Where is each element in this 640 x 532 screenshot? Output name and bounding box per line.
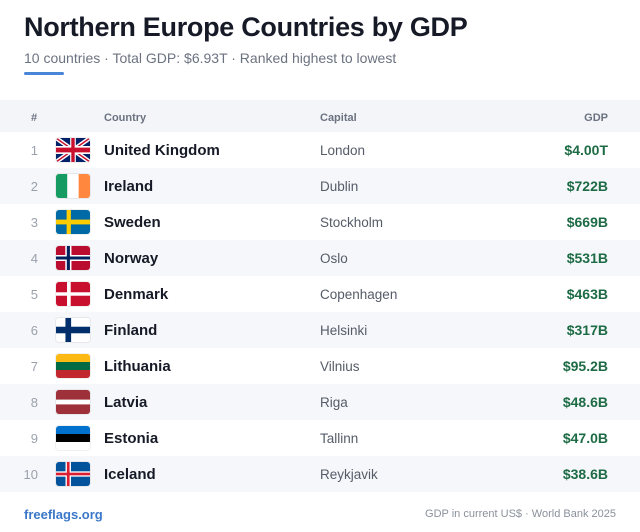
row-rank: 4 (30, 251, 38, 266)
table-row: 7 Lithuania Vilnius $95.2B (0, 348, 640, 384)
gdp-table: # Country Capital GDP 1 United Kingdom L… (0, 100, 640, 492)
row-gdp: $722B (566, 178, 608, 194)
table-row: 6 Finland Helsinki $317B (0, 312, 640, 348)
row-rank: 6 (30, 323, 38, 338)
row-rank: 5 (30, 287, 38, 302)
row-gdp: $38.6B (562, 466, 608, 482)
row-rank: 9 (30, 431, 38, 446)
row-country: United Kingdom (104, 142, 220, 159)
table-row: 2 Ireland Dublin $722B (0, 168, 640, 204)
row-rank: 3 (30, 215, 38, 230)
row-capital: Vilnius (320, 359, 360, 374)
table-row: 3 Sweden Stockholm $669B (0, 204, 640, 240)
sweden-flag-icon (56, 210, 90, 234)
row-rank: 8 (30, 395, 38, 410)
ireland-flag-icon (56, 174, 90, 198)
table-row: 10 Iceland Reykjavik $38.6B (0, 456, 640, 492)
table-row: 4 Norway Oslo $531B (0, 240, 640, 276)
row-country: Estonia (104, 430, 159, 447)
row-gdp: $95.2B (562, 358, 608, 374)
row-capital: Copenhagen (320, 287, 398, 302)
row-capital: Oslo (320, 251, 348, 266)
page-title: Northern Europe Countries by GDP (24, 12, 468, 42)
row-capital: Riga (320, 395, 348, 410)
header-capital: Capital (320, 112, 357, 124)
row-capital: Dublin (320, 179, 359, 194)
row-country: Ireland (104, 178, 154, 195)
table-header: # Country Capital GDP (0, 100, 640, 132)
table-row: 1 United Kingdom London $4.00T (0, 132, 640, 168)
denmark-flag-icon (56, 282, 90, 306)
row-gdp: $4.00T (564, 142, 608, 158)
table-row: 5 Denmark Copenhagen $463B (0, 276, 640, 312)
norway-flag-icon (56, 246, 90, 270)
source-note: GDP in current US$ · World Bank 2025 (425, 508, 616, 520)
page-subtitle: 10 countries · Total GDP: $6.93T · Ranke… (24, 50, 397, 66)
row-country: Norway (104, 250, 159, 267)
finland-flag-icon (56, 318, 90, 342)
row-capital: Stockholm (320, 215, 384, 230)
site-link[interactable]: freeflags.org (24, 507, 103, 522)
row-gdp: $669B (566, 214, 608, 230)
title-accent-bar (24, 72, 64, 75)
row-rank: 2 (30, 179, 38, 194)
row-gdp: $47.0B (562, 430, 608, 446)
row-rank: 1 (30, 143, 38, 158)
row-capital: Reykjavik (320, 467, 378, 482)
table-row: 9 Estonia Tallinn $47.0B (0, 420, 640, 456)
row-gdp: $48.6B (562, 394, 608, 410)
row-country: Denmark (104, 286, 169, 303)
row-capital: Helsinki (320, 323, 368, 338)
row-country: Iceland (104, 466, 156, 483)
row-capital: London (320, 143, 366, 158)
row-rank: 7 (30, 359, 38, 374)
header-country: Country (104, 112, 147, 124)
table-row: 8 Latvia Riga $48.6B (0, 384, 640, 420)
row-country: Sweden (104, 214, 161, 231)
estonia-flag-icon (56, 426, 90, 450)
row-capital: Tallinn (320, 431, 359, 446)
header-gdp: GDP (584, 112, 608, 124)
latvia-flag-icon (56, 390, 90, 414)
row-country: Finland (104, 322, 158, 339)
row-gdp: $463B (566, 286, 608, 302)
row-rank: 10 (23, 467, 38, 482)
row-country: Latvia (104, 394, 148, 411)
row-country: Lithuania (104, 358, 171, 375)
lithuania-flag-icon (56, 354, 90, 378)
row-gdp: $317B (566, 322, 608, 338)
united-kingdom-flag-icon (56, 138, 90, 162)
iceland-flag-icon (56, 462, 90, 486)
row-gdp: $531B (566, 250, 608, 266)
header-rank: # (31, 112, 38, 124)
